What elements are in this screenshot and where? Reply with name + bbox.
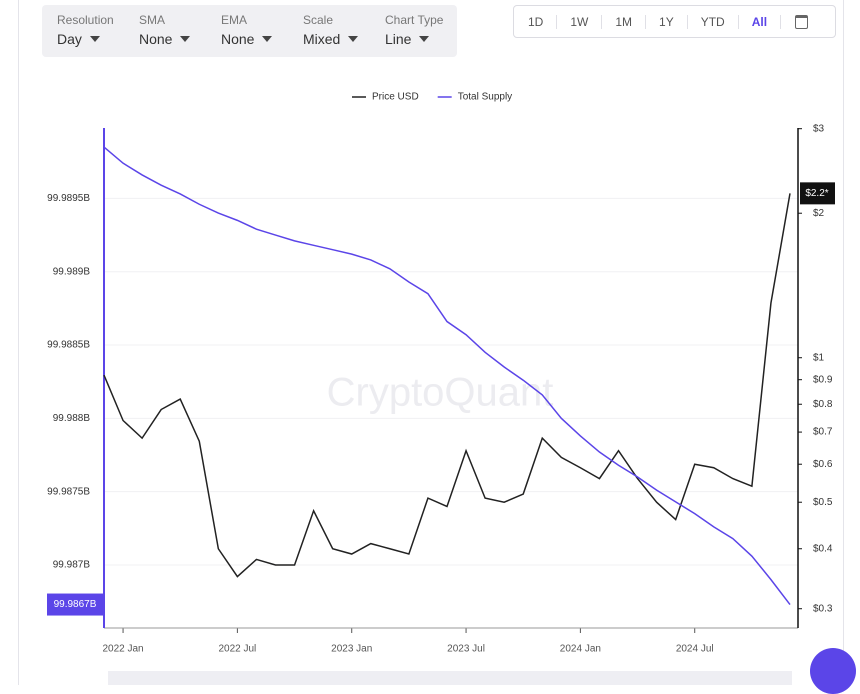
- selector-label: EMA: [221, 13, 248, 27]
- range-button[interactable]: 1Y: [646, 14, 688, 29]
- panel: [18, 0, 844, 685]
- y-tick-label: 99.989B: [53, 266, 91, 277]
- y2-tick-label: $0.8: [813, 399, 833, 410]
- y-tick-label: 99.9895B: [47, 193, 90, 204]
- selector-label: SMA: [139, 13, 166, 27]
- series-line: [103, 193, 791, 578]
- x-tick-label: 2024 Jul: [676, 644, 714, 655]
- y-tick-label: 99.9875B: [47, 486, 90, 497]
- range-button[interactable]: All: [739, 14, 782, 29]
- toolbar: Resolution Day SMA None EMA None Scale Mixed Cha…: [42, 5, 457, 57]
- range-button[interactable]: YTD: [688, 14, 739, 29]
- selector[interactable]: Resolution Day: [42, 5, 124, 57]
- legend-label: Total Supply: [458, 92, 512, 103]
- chat-button[interactable]: [810, 648, 856, 694]
- y2-tick-label: $0.6: [813, 459, 833, 470]
- last-value-label: $2.2*: [805, 188, 828, 199]
- x-tick-label: 2024 Jan: [560, 644, 601, 655]
- y-tick-label: 99.987B: [53, 560, 91, 571]
- selector[interactable]: SMA None: [124, 5, 206, 57]
- series-line: [103, 146, 791, 605]
- x-tick-label: 2022 Jul: [218, 644, 256, 655]
- x-tick-label: 2023 Jan: [331, 644, 372, 655]
- range-button[interactable]: 1D: [515, 14, 558, 29]
- selector-value: Mixed: [303, 31, 370, 47]
- y2-tick-label: $2: [813, 208, 825, 219]
- selector-label: Resolution: [57, 13, 114, 27]
- y-tick-label: 99.9885B: [47, 340, 90, 351]
- selector-label: Scale: [303, 13, 334, 27]
- y-tick-label: 99.988B: [53, 413, 91, 424]
- selector-value: None: [139, 31, 206, 47]
- selector[interactable]: Scale Mixed: [288, 5, 370, 57]
- y2-tick-label: $0.5: [813, 497, 833, 508]
- selector[interactable]: EMA None: [206, 5, 288, 57]
- selector-label: Chart Type: [385, 13, 444, 27]
- last-value-box: [47, 593, 104, 616]
- legend-label: Price USD: [372, 92, 419, 103]
- range-button[interactable]: 1W: [557, 14, 603, 29]
- last-value-box: [800, 182, 835, 205]
- watermark: CryptoQuant: [327, 371, 554, 415]
- selector-value: Day: [57, 31, 124, 47]
- selector-value: None: [221, 31, 288, 47]
- range-buttons: 1D 1W 1M 1Y YTD All: [513, 5, 836, 38]
- y2-tick-label: $0.3: [813, 603, 833, 614]
- navigator: [108, 671, 792, 685]
- y2-tick-label: $0.9: [813, 374, 833, 385]
- calendar-button[interactable]: [795, 14, 809, 29]
- selector-value: Line: [385, 31, 452, 47]
- x-tick-label: 2022 Jan: [102, 644, 143, 655]
- last-value-label: 99.9867B: [54, 599, 97, 610]
- range-button[interactable]: 1M: [602, 14, 647, 29]
- y2-tick-label: $0.4: [813, 543, 833, 554]
- selector[interactable]: Chart Type Line: [370, 5, 452, 57]
- y2-tick-label: $0.7: [813, 427, 833, 438]
- y2-tick-label: $3: [813, 123, 825, 134]
- y2-tick-label: $1: [813, 352, 825, 363]
- x-tick-label: 2023 Jul: [447, 644, 485, 655]
